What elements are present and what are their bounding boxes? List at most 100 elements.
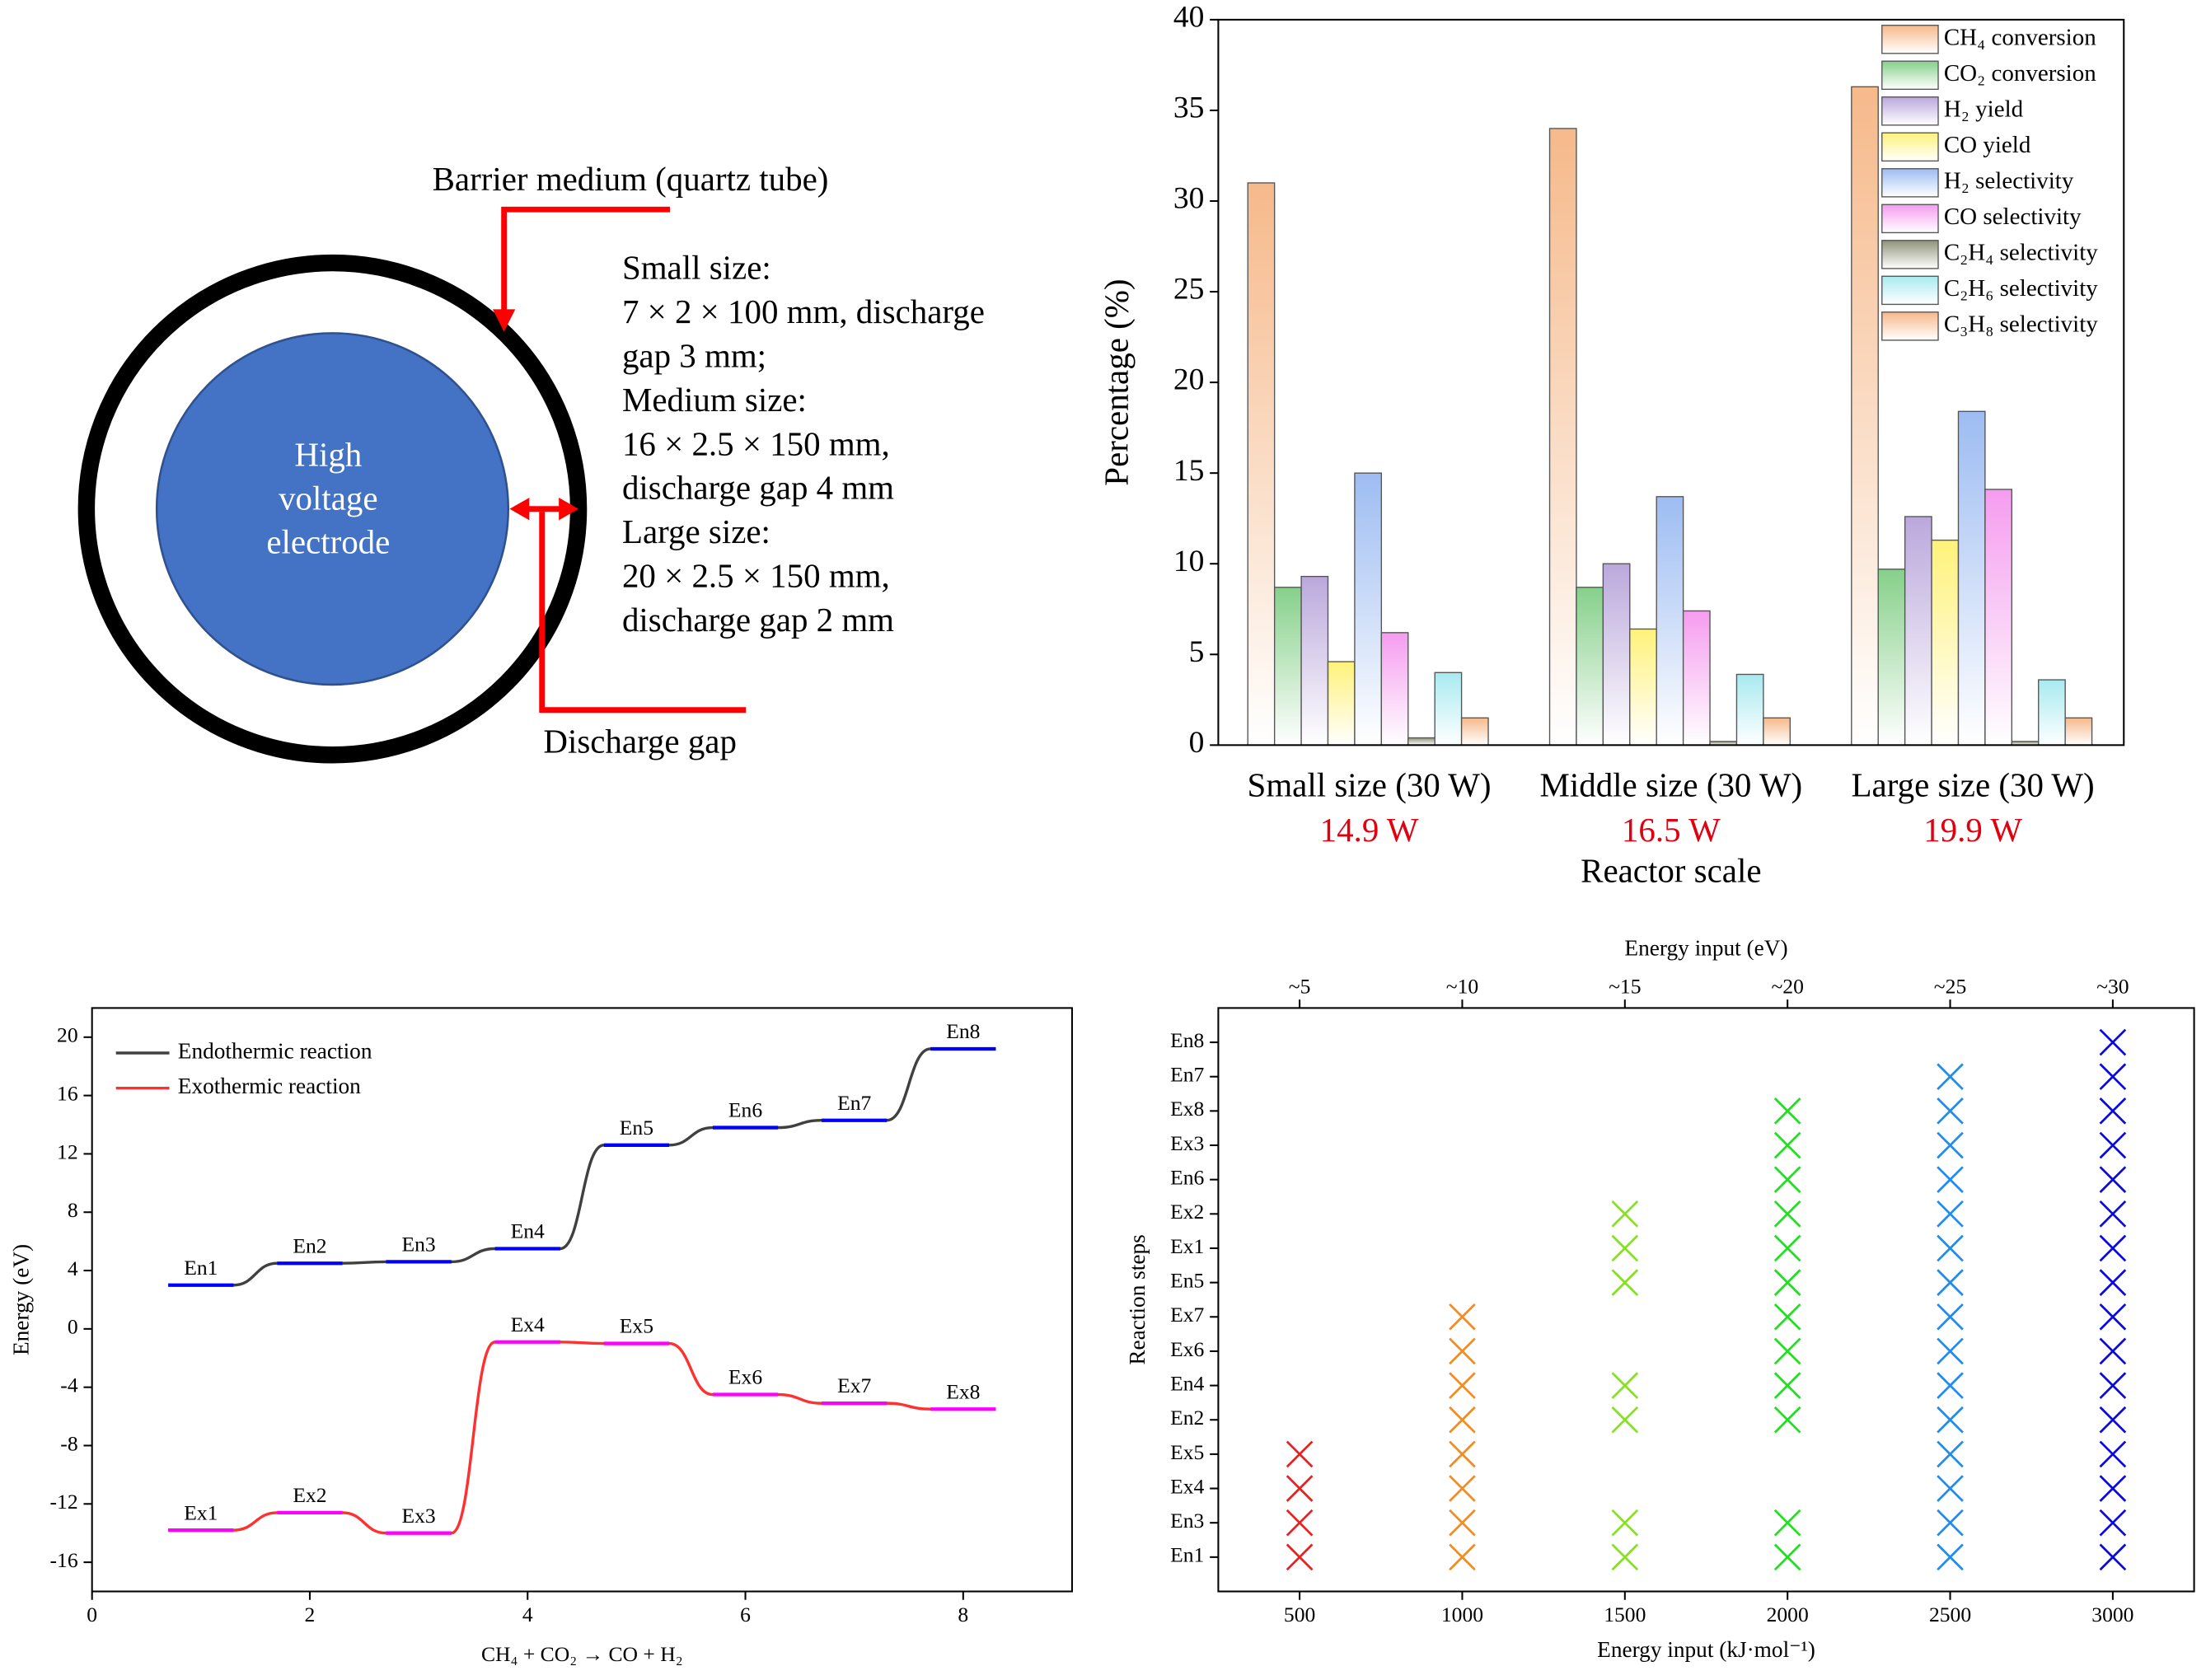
y-tick-label: -8 (60, 1431, 77, 1455)
cross-marker (1611, 1234, 1639, 1262)
legend-swatch (1881, 275, 1939, 306)
cross-marker (1937, 1200, 1964, 1228)
legend-swatch (1881, 25, 1939, 54)
cross-marker (1937, 1509, 1964, 1537)
legend-label: CO selectivity (1944, 204, 2082, 230)
size-line: Large size: (622, 513, 770, 550)
cross-marker (1449, 1303, 1476, 1331)
cross-marker (1937, 1303, 1964, 1331)
y-tick-label: En5 (1170, 1269, 1204, 1293)
cross-marker (1773, 1097, 1801, 1125)
cross-marker (1286, 1475, 1314, 1502)
y-tick-label: Ex8 (1170, 1097, 1204, 1121)
legend-label: C₃H₈ selectivity (1944, 311, 2098, 338)
y-tick-label: 5 (1189, 635, 1205, 669)
plot-frame (91, 1007, 1073, 1593)
bar (1300, 575, 1329, 746)
cross-marker (2099, 1509, 2127, 1537)
x-tick-label: 1500 (1604, 1603, 1646, 1626)
cross-marker (1449, 1475, 1476, 1502)
cross-marker (1773, 1131, 1801, 1159)
cross-marker (1937, 1166, 1964, 1193)
cross-marker (1937, 1475, 1964, 1502)
level-label: En3 (402, 1233, 436, 1256)
cross-marker (1773, 1543, 1801, 1571)
y-tick-label: Ex6 (1170, 1337, 1204, 1361)
x2-tick-label: ~20 (1771, 974, 1803, 998)
y-tick-label: 20 (1173, 363, 1205, 397)
level-label: Ex2 (293, 1483, 326, 1507)
bar (1602, 563, 1631, 746)
level-label: Ex4 (511, 1313, 545, 1336)
y-tick-label: 30 (1173, 182, 1205, 216)
cross-marker (2099, 1131, 2127, 1159)
cross-marker (1611, 1406, 1639, 1434)
y-tick-label: Ex7 (1170, 1303, 1204, 1327)
y-tick-label: 25 (1173, 273, 1205, 307)
size-line: discharge gap 2 mm (622, 601, 894, 639)
electrode (155, 332, 510, 686)
x-tick-label: 500 (1284, 1603, 1315, 1626)
cross-marker (2099, 1063, 2127, 1091)
cross-marker (1286, 1440, 1314, 1468)
cross-marker (2099, 1234, 2127, 1262)
y-tick-label: 12 (57, 1139, 78, 1163)
bar (1576, 587, 1604, 746)
cross-marker (2099, 1200, 2127, 1228)
y-tick-label: 8 (68, 1198, 78, 1222)
x-tick-label: Small size (30 W) (1248, 767, 1492, 804)
y-tick-label: 35 (1173, 91, 1205, 125)
quartz-tube (77, 254, 588, 764)
y-tick-label: 0 (68, 1315, 78, 1339)
bar (2064, 717, 2093, 746)
cross-marker (2099, 1028, 2127, 1056)
size-line: 16 × 2.5 × 150 mm, (622, 425, 890, 462)
cross-marker (1449, 1543, 1476, 1571)
arrow-head (559, 498, 579, 521)
x-tick-label: 0 (87, 1603, 97, 1626)
cross-marker (2099, 1166, 2127, 1193)
y-tick-label: En3 (1170, 1509, 1204, 1533)
x-tick-label: Middle size (30 W) (1539, 767, 1802, 804)
legend-swatch (1881, 60, 1939, 91)
x-axis-label: CH₄ + CO₂ → CO + H₂ (481, 1642, 683, 1666)
arrow-head (492, 309, 516, 332)
bar (1380, 632, 1409, 746)
level-label: Ex3 (402, 1504, 436, 1528)
y-tick-label: En1 (1170, 1543, 1204, 1567)
cross-marker (1937, 1406, 1964, 1434)
plot-frame (1217, 1007, 2195, 1593)
level-label: En1 (184, 1256, 218, 1280)
y-axis-label: Reaction steps (1125, 1234, 1150, 1364)
level-label: En7 (837, 1091, 871, 1115)
cross-marker (1937, 1372, 1964, 1399)
cross-marker (1773, 1269, 1801, 1296)
y-tick-label: 4 (68, 1256, 78, 1280)
size-line: 7 × 2 × 100 mm, discharge (622, 293, 985, 330)
legend-label: C₂H₄ selectivity (1944, 239, 2098, 265)
bar (1682, 610, 1711, 746)
bar (1273, 587, 1302, 746)
x2-tick-label: ~30 (2096, 974, 2129, 998)
legend-label: H₂ selectivity (1944, 167, 2074, 194)
level-label: En8 (946, 1019, 980, 1043)
y-tick-label: -16 (50, 1548, 78, 1572)
x-tick-label: 2000 (1767, 1603, 1809, 1626)
level-label: En5 (620, 1116, 653, 1139)
gap-label: Discharge gap (543, 723, 737, 760)
cross-marker (1449, 1509, 1476, 1537)
y-tick-label: 20 (57, 1023, 78, 1047)
reactor-diagram: Barrier medium (quartz tube) High voltag… (77, 161, 985, 764)
x2-tick-label: ~15 (1609, 974, 1641, 998)
level-label: Ex5 (620, 1314, 653, 1338)
x-sublabel: 14.9 W (1320, 812, 1419, 849)
cross-marker (1449, 1337, 1476, 1365)
cross-marker (1937, 1440, 1964, 1468)
bar (1548, 128, 1577, 746)
size-line: gap 3 mm; (622, 338, 766, 375)
barrier-label: Barrier medium (quartz tube) (433, 161, 829, 198)
y-tick-label: En7 (1170, 1063, 1204, 1087)
cross-marker (1611, 1200, 1639, 1228)
size-line: discharge gap 4 mm (622, 470, 894, 507)
